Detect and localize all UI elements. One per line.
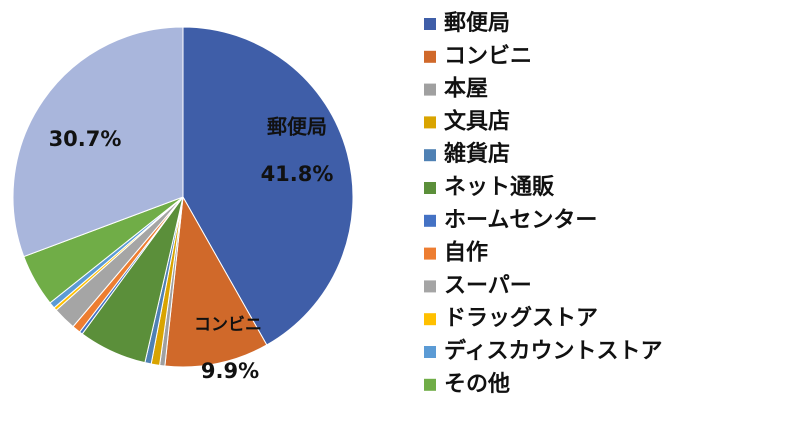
legend-label: 本屋 — [444, 77, 488, 102]
value-label: 30.7% — [49, 127, 122, 151]
slice-label: 郵便局 — [267, 115, 327, 139]
legend-label: ドラッグストア — [444, 305, 598, 331]
legend-label: その他 — [444, 372, 510, 397]
legend-label: コンビニ — [444, 44, 532, 69]
legend-swatch — [424, 313, 436, 326]
legend-swatch — [424, 18, 436, 30]
legend-swatch — [424, 149, 436, 162]
legend-label: スーパー — [444, 273, 532, 298]
legend-swatch — [424, 83, 436, 96]
legend-swatch — [424, 346, 436, 358]
legend-swatch — [424, 280, 436, 293]
legend-swatch — [424, 50, 436, 63]
legend-label: ホームセンター — [444, 208, 597, 233]
value-label: 9.9% — [201, 359, 259, 383]
legend-swatch — [424, 182, 436, 194]
legend-label: ディスカウントストア — [444, 338, 662, 364]
legend-label: 雑貨店 — [443, 141, 510, 167]
pie-slice — [164, 195, 268, 368]
legend-swatch — [424, 378, 436, 391]
legend-swatch — [424, 214, 436, 227]
pie-slice — [12, 26, 184, 258]
legend-swatch — [424, 247, 436, 260]
pie-slice — [182, 26, 354, 346]
legend-label: 郵便局 — [444, 11, 510, 36]
legend-label: 文具店 — [444, 108, 510, 134]
legend-label: ネット通販 — [444, 175, 555, 200]
value-label: 41.8% — [261, 162, 334, 186]
legend-swatch — [424, 116, 436, 129]
legend-label: 自作 — [444, 240, 488, 266]
slice-label: コンビニ — [194, 315, 262, 335]
